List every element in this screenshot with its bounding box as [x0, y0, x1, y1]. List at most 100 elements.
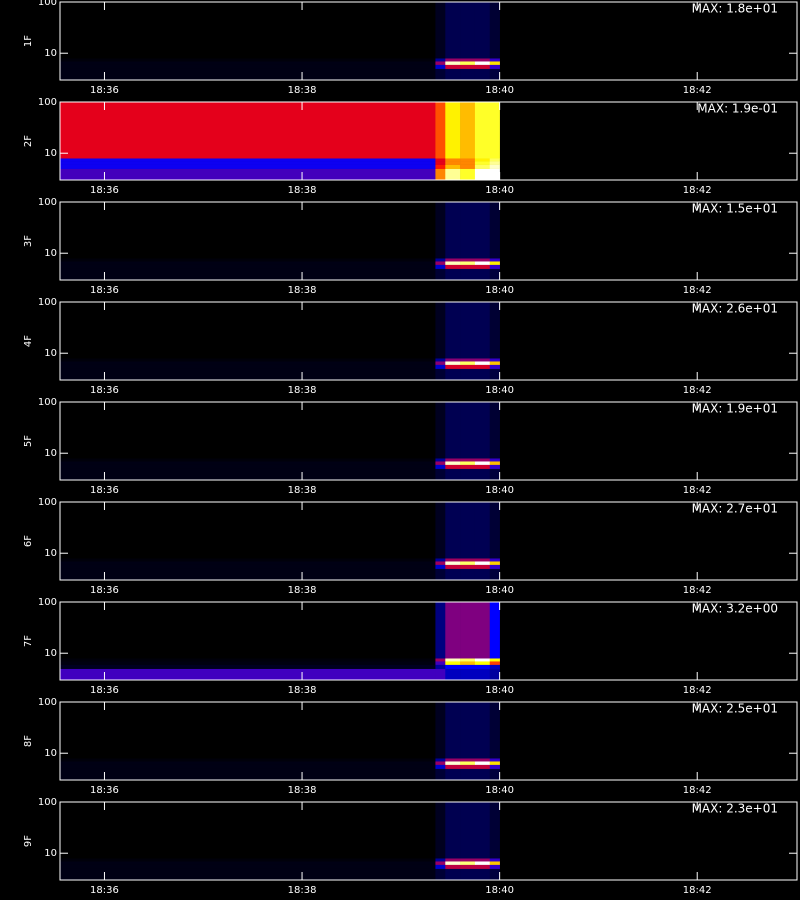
heat-cell: [489, 358, 500, 362]
heat-cell: [60, 64, 436, 69]
heat-cell: [445, 502, 461, 559]
y-tick-label: 10: [44, 848, 57, 859]
heat-cell: [474, 764, 491, 769]
x-tick-label: 18:40: [485, 185, 514, 196]
heat-cell: [460, 202, 476, 259]
heat-cell: [474, 58, 491, 62]
heat-cell: [435, 658, 446, 662]
plot-frame: [59, 101, 798, 181]
heat-cell: [474, 458, 491, 462]
heat-cell: [445, 158, 461, 162]
heat-cell: [474, 158, 491, 162]
x-tick-label: 18:42: [683, 585, 712, 596]
heat-cell: [435, 261, 446, 265]
heat-cell: [489, 602, 500, 659]
heat-cell: [435, 668, 446, 681]
heat-cell: [60, 261, 436, 265]
y-axis-label: 9F: [23, 835, 34, 847]
heat-cell: [474, 164, 491, 169]
heat-cell: [60, 561, 436, 565]
heat-cell: [445, 668, 461, 681]
heat-cell: [474, 864, 491, 869]
heat-cell: [489, 502, 500, 559]
max-label: MAX: 2.3e+01: [692, 802, 778, 816]
heat-cell: [435, 158, 446, 162]
heat-cell: [445, 264, 461, 269]
heat-cell: [445, 764, 461, 769]
panel: 18:36 18:38 18:40 18:42 10 100 2F MAX: 1.9e-01: [23, 97, 798, 196]
heat-cell: [445, 868, 461, 881]
heat-cell: [489, 158, 500, 162]
heat-cell: [435, 868, 446, 881]
heat-cell: [489, 364, 500, 369]
heat-cell: [435, 464, 446, 469]
heat-cell: [460, 764, 476, 769]
heat-cell: [489, 702, 500, 759]
y-axis-label: 8F: [23, 735, 34, 747]
heat-cell: [474, 161, 491, 165]
x-tick-label: 18:36: [90, 685, 119, 696]
heat-cell: [445, 61, 461, 65]
heat-cell: [489, 658, 500, 662]
heat-cell: [445, 64, 461, 69]
heat-cell: [445, 464, 461, 469]
heat-cell: [489, 168, 500, 181]
x-tick-label: 18:40: [485, 785, 514, 796]
heat-cell: [60, 461, 436, 465]
heat-cell: [489, 761, 500, 765]
heat-cell: [489, 61, 500, 65]
heat-cell: [460, 658, 476, 662]
heat-cell: [445, 561, 461, 565]
y-tick-label: 10: [44, 748, 57, 759]
heat-cell: [435, 361, 446, 365]
x-tick-label: 18:38: [288, 585, 317, 596]
heat-cell: [460, 561, 476, 565]
y-tick-label: 100: [38, 97, 57, 108]
y-tick-label: 100: [38, 497, 57, 508]
heat-cell: [474, 264, 491, 269]
y-axis-label: 1F: [23, 35, 34, 47]
max-label: MAX: 3.2e+00: [692, 602, 778, 616]
heat-cell: [474, 758, 491, 762]
x-tick-label: 18:38: [288, 885, 317, 896]
x-tick-label: 18:40: [485, 685, 514, 696]
heat-cell: [489, 2, 500, 59]
x-tick-label: 18:38: [288, 85, 317, 96]
heat-cell: [445, 358, 461, 362]
heat-cell: [474, 261, 491, 265]
heat-cell: [445, 58, 461, 62]
y-axis-label: 6F: [23, 535, 34, 547]
y-tick-label: 10: [44, 548, 57, 559]
heat-cell: [489, 864, 500, 869]
heat-cell: [474, 668, 491, 681]
heat-cell: [474, 568, 491, 581]
heat-cell: [445, 164, 461, 169]
panel: 18:36 18:38 18:40 18:42 10 100 6F MAX: 2.7e+01: [23, 497, 798, 596]
heat-cell: [435, 161, 446, 165]
heat-cell: [60, 761, 436, 765]
max-label: MAX: 2.6e+01: [692, 302, 778, 316]
heat-cell: [435, 58, 446, 62]
heat-cell: [489, 161, 500, 165]
x-tick-label: 18:42: [683, 85, 712, 96]
heat-cell: [445, 758, 461, 762]
heat-cell: [435, 202, 446, 259]
heat-cell: [460, 64, 476, 69]
y-axis-label: 4F: [23, 335, 34, 347]
heat-cell: [60, 464, 436, 469]
heat-cell: [60, 161, 436, 165]
heat-cell: [435, 864, 446, 869]
heat-cell: [435, 268, 446, 281]
x-tick-label: 18:38: [288, 285, 317, 296]
x-tick-label: 18:36: [90, 885, 119, 896]
heat-cell: [460, 402, 476, 459]
x-tick-label: 18:42: [683, 885, 712, 896]
x-tick-label: 18:36: [90, 785, 119, 796]
heat-cell: [489, 102, 500, 159]
plot-frame: [59, 1, 798, 81]
x-tick-label: 18:36: [90, 585, 119, 596]
heat-cell: [489, 202, 500, 259]
heat-cell: [60, 202, 436, 259]
heat-cell: [489, 561, 500, 565]
